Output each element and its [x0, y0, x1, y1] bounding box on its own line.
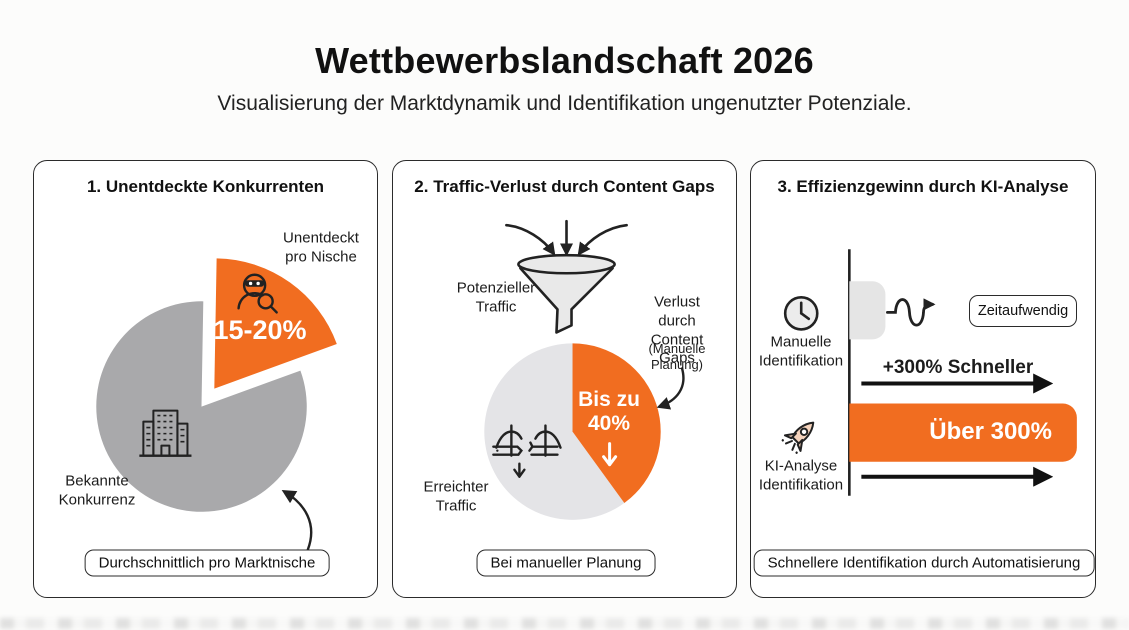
panel-traffic-loss: 2. Traffic-Verlust durch Content Gaps — [392, 160, 737, 598]
tag-time-consuming-text: Zeitaufwendig — [977, 303, 1069, 319]
broken-bridge-icon — [492, 424, 562, 478]
label-undiscovered-slice: Unentdeckt pro Nische — [283, 229, 359, 265]
pie1-slice-known — [96, 301, 307, 512]
down-arrow-white-icon — [602, 442, 618, 467]
label-manual-identification: Manuelle Identifikation — [758, 333, 844, 369]
clock-icon — [783, 296, 819, 331]
funnel-icon — [517, 253, 616, 334]
rocket-icon — [781, 421, 815, 454]
spy-icon — [237, 273, 278, 314]
page-subtitle: Visualisierung der Marktdynamik und Iden… — [217, 92, 912, 115]
curved-arrow-icon — [656, 367, 685, 410]
label-loss-content-gaps: Verlust durch Content Gaps — [650, 293, 704, 367]
page-title: Wettbewerbslandschaft 2026 — [315, 40, 814, 81]
funnel-and-pie-chart — [484, 219, 685, 520]
squiggle-arrow-icon — [886, 298, 936, 327]
label-known-competition: Bekannte Konkurrenz — [58, 472, 136, 508]
pie-chart-competitors — [96, 258, 337, 551]
building-icon — [139, 409, 192, 457]
panel1-title: 1. Unentdeckte Konkurrenten — [86, 177, 325, 196]
label-ai-identification: KI-Analyse Identifikation — [758, 457, 844, 493]
bar-ai — [849, 403, 1077, 462]
panel-undiscovered-competitors: 1. Unentdeckte Konkurrenten — [33, 160, 378, 598]
label-reached-traffic: Erreichter Traffic — [423, 478, 489, 514]
value-ai-speed: Über 300% — [929, 418, 1052, 445]
annotation-badge-market-niche: Durchschnittlich pro Marktnische — [84, 549, 330, 577]
bar-manual — [849, 281, 886, 340]
label-potential-traffic: Potenzieller Traffic — [456, 279, 536, 315]
annotation-badge-automation: Schnellere Identifikation durch Automati… — [753, 549, 1095, 577]
tag-time-consuming: Zeitaufwendig — [969, 295, 1077, 327]
speed-comparison-chart — [781, 249, 1077, 496]
panel3-title: 3. Effizienzgewinn durch KI-Analyse — [777, 177, 1069, 196]
label-speed-note: +300% Schneller — [882, 357, 1034, 379]
cutoff-text-blur — [0, 618, 1129, 629]
panel-efficiency-gain: 3. Effizienzgewinn durch KI-Analyse — [750, 160, 1096, 598]
pie2-slice-loss — [572, 343, 661, 503]
panel2-title: 2. Traffic-Verlust durch Content Gaps — [414, 177, 715, 196]
curved-arrow-icon — [281, 489, 313, 551]
inflow-arrows-icon — [505, 219, 628, 257]
annotation-badge-manual-planning: Bei manueller Planung — [476, 549, 656, 577]
value-undiscovered-share: 15-20% — [213, 315, 307, 346]
value-loss-share: Bis zu 40% — [578, 387, 640, 435]
label-loss-sub: (Manuelle Planung) — [648, 340, 706, 372]
